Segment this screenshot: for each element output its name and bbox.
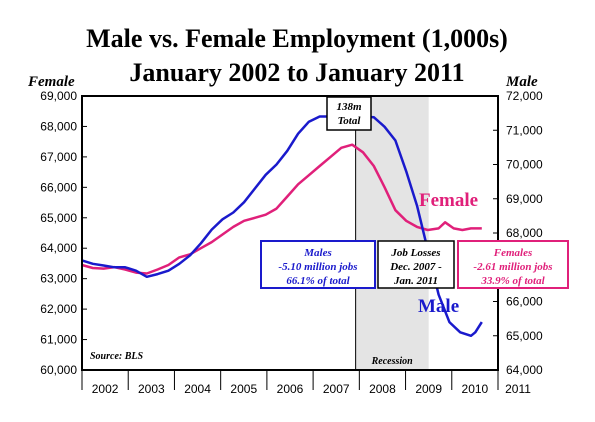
y-right-tick-label: 72,000 xyxy=(506,89,543,103)
y-right-tick-label: 65,000 xyxy=(506,329,543,343)
female-series-line xyxy=(81,143,482,275)
recession-band xyxy=(355,96,429,370)
x-tick-label: 2006 xyxy=(277,382,304,396)
x-tick-label: 2005 xyxy=(230,382,257,396)
job-losses-line3: Jan. 2011 xyxy=(393,275,438,287)
peak-label-line1: 138m xyxy=(336,101,362,113)
y-left-tick-label: 64,000 xyxy=(40,241,77,255)
recession-label: Recession xyxy=(371,356,414,367)
y-left-tick-label: 61,000 xyxy=(40,333,77,347)
y-left-tick-label: 62,000 xyxy=(40,302,77,316)
y-right-tick-label: 66,000 xyxy=(506,295,543,309)
job-losses-annotation-box: Job Losses Dec. 2007 - Jan. 2011 xyxy=(377,240,455,289)
x-tick-label: 2002 xyxy=(92,382,119,396)
males-annotation-box: Males -5.10 million jobs 66.1% of total xyxy=(260,240,376,289)
plot-frame xyxy=(81,95,499,371)
x-tick-label: 2011 xyxy=(505,382,531,396)
y-left-ticks: 60,000 61,000 62,000 63,000 64,000 65,000 66,0… xyxy=(40,89,87,377)
y-left-tick-label: 65,000 xyxy=(40,211,77,225)
chart-title: Male vs. Female Employment (1,000s) xyxy=(86,24,508,53)
y-left-tick-label: 69,000 xyxy=(40,89,77,103)
x-tick-label: 2003 xyxy=(138,382,165,396)
x-tick-label: 2010 xyxy=(462,382,489,396)
y-left-tick-label: 66,000 xyxy=(40,180,77,194)
females-annotation-box: Females -2.61 million jobs 33.9% of tota… xyxy=(457,240,569,289)
x-axis-ticks: 2002 2003 2004 2005 2006 2007 2008 2009 2010 2011 xyxy=(81,370,531,396)
y-left-tick-label: 63,000 xyxy=(40,272,77,286)
y-left-tick-label: 68,000 xyxy=(40,119,77,133)
y-right-tick-label: 71,000 xyxy=(506,123,543,137)
y-left-tick-label: 67,000 xyxy=(40,150,77,164)
y-left-tick-label: 60,000 xyxy=(40,363,77,377)
males-box-line3: 66.1% of total xyxy=(286,275,350,287)
peak-label-line2: Total xyxy=(338,115,362,127)
males-box-line1: Males xyxy=(303,247,332,259)
y-right-tick-label: 68,000 xyxy=(506,226,543,240)
females-box-line3: 33.9% of total xyxy=(480,275,545,287)
x-tick-label: 2009 xyxy=(415,382,442,396)
male-series-line xyxy=(81,113,483,338)
y-right-axis-label: Male xyxy=(505,74,538,90)
x-tick-label: 2004 xyxy=(184,382,211,396)
y-right-tick-label: 70,000 xyxy=(506,158,543,172)
y-right-tick-label: 69,000 xyxy=(506,192,543,206)
y-right-ticks: 64,00065,00066,00067,00068,00069,00070,0… xyxy=(493,89,543,377)
male-series-label: Male xyxy=(418,296,459,317)
source-note: Source: BLS xyxy=(90,351,144,362)
female-series-label: Female xyxy=(419,190,478,211)
x-tick-label: 2008 xyxy=(369,382,396,396)
y-right-tick-label: 64,000 xyxy=(506,363,543,377)
males-box-line2: -5.10 million jobs xyxy=(278,261,357,273)
chart-subtitle: January 2002 to January 2011 xyxy=(129,58,464,87)
job-losses-line1: Job Losses xyxy=(390,247,440,259)
females-box-line1: Females xyxy=(493,247,533,259)
peak-total-box: 138m Total xyxy=(326,96,372,131)
x-tick-label: 2007 xyxy=(323,382,350,396)
job-losses-line2: Dec. 2007 - xyxy=(389,261,442,273)
y-left-axis-label: Female xyxy=(27,74,75,90)
females-box-line2: -2.61 million jobs xyxy=(473,261,552,273)
